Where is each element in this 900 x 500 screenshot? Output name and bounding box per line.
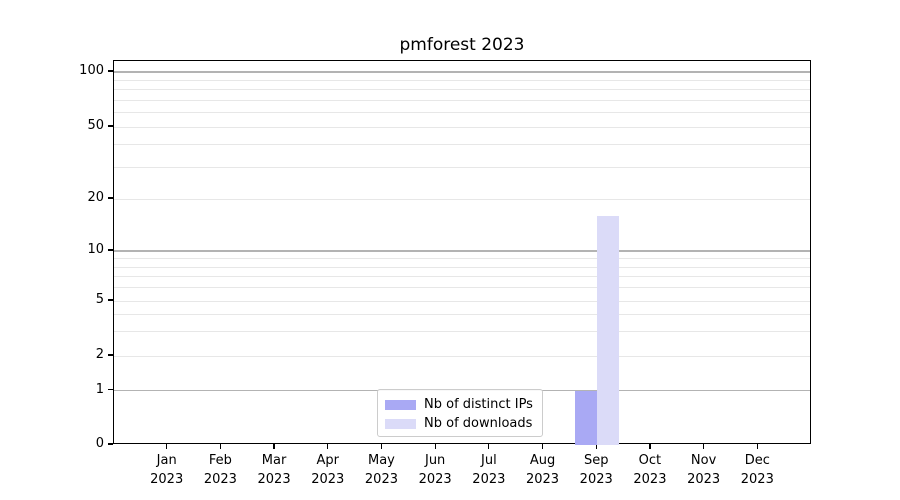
minor-gridline	[114, 144, 810, 146]
x-tick-mark	[756, 444, 758, 449]
minor-gridline	[114, 300, 810, 302]
y-tick-label: 0	[95, 436, 104, 451]
minor-gridline	[114, 258, 810, 260]
x-tick-label: Feb 2023	[203, 453, 237, 487]
y-tick-mark	[108, 197, 113, 199]
x-tick-label: Apr 2023	[311, 453, 345, 487]
x-tick-mark	[703, 444, 705, 449]
x-tick-label: Aug 2023	[525, 453, 560, 487]
x-tick-mark	[541, 444, 544, 449]
minor-gridline	[114, 112, 810, 114]
minor-gridline	[114, 89, 810, 91]
y-tick-label: 10	[87, 242, 104, 257]
x-tick-label: Sep 2023	[579, 453, 613, 487]
x-tick-mark	[434, 444, 436, 449]
y-tick-mark	[108, 299, 113, 301]
x-tick-mark	[273, 444, 275, 449]
minor-gridline	[114, 79, 810, 81]
y-tick-label: 1	[95, 381, 104, 397]
legend-row-distinct-ips: Nb of distinct IPs	[385, 395, 535, 414]
x-tick-mark	[649, 444, 651, 449]
minor-gridline	[114, 355, 810, 357]
legend-label-downloads: Nb of downloads	[424, 416, 533, 431]
x-tick-label: Nov 2023	[687, 453, 721, 487]
x-tick-mark	[488, 444, 490, 449]
y-tick-mark	[108, 70, 113, 72]
y-tick-mark	[108, 249, 113, 251]
legend: Nb of distinct IPs Nb of downloads	[377, 389, 543, 437]
minor-gridline	[114, 331, 810, 333]
minor-gridline	[114, 99, 810, 101]
x-tick-label: Jul 2023	[472, 453, 506, 487]
minor-gridline	[114, 313, 810, 315]
legend-swatch-distinct-ips-icon	[385, 399, 416, 410]
minor-gridline	[114, 287, 810, 289]
chart-title: pmforest 2023	[399, 35, 525, 55]
y-tick-mark	[108, 388, 113, 391]
y-tick-label: 5	[95, 292, 104, 307]
minor-gridline	[114, 166, 810, 168]
minor-gridline	[114, 266, 810, 268]
y-tick-mark	[108, 443, 113, 445]
x-tick-label: Mar 2023	[257, 453, 291, 487]
x-tick-mark	[219, 444, 221, 449]
legend-swatch-downloads-icon	[385, 418, 416, 429]
y-tick-mark	[108, 354, 113, 356]
x-tick-mark	[166, 444, 168, 449]
x-tick-label: Oct 2023	[633, 453, 667, 487]
x-tick-mark	[595, 444, 597, 449]
legend-label-distinct-ips: Nb of distinct IPs	[424, 397, 533, 412]
x-tick-label: Jun 2023	[418, 453, 452, 487]
y-tick-label: 100	[79, 63, 104, 78]
y-tick-label: 20	[87, 190, 104, 205]
y-tick-label: 50	[87, 118, 104, 133]
major-gridline	[114, 71, 810, 73]
y-tick-mark	[108, 125, 113, 127]
y-tick-label: 2	[95, 347, 104, 362]
x-tick-label: Dec 2023	[740, 453, 774, 487]
minor-gridline	[114, 276, 810, 278]
x-tick-label: Jan 2023	[150, 453, 184, 487]
legend-row-downloads: Nb of downloads	[385, 414, 535, 433]
minor-gridline	[114, 198, 810, 200]
bar-nb-of-downloads	[597, 215, 620, 445]
x-tick-mark	[380, 444, 383, 449]
x-tick-label: May 2023	[364, 453, 398, 487]
minor-gridline	[114, 126, 810, 128]
x-tick-mark	[327, 444, 329, 449]
major-gridline	[114, 250, 810, 252]
plot-area	[113, 60, 811, 445]
bar-nb-of-distinct-ips	[575, 390, 598, 445]
